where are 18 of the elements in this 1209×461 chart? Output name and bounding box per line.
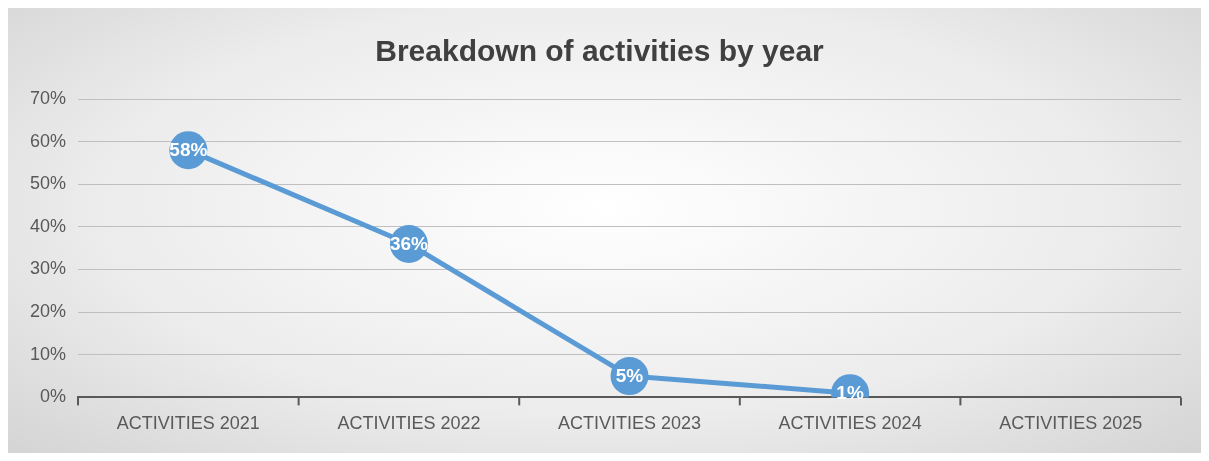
y-tick-label: 40%	[30, 215, 67, 236]
y-tick-label: 10%	[30, 343, 67, 364]
y-tick-label: 70%	[30, 87, 67, 108]
x-tick-label: ACTIVITIES 2022	[337, 413, 481, 434]
y-tick-label: 60%	[30, 130, 67, 151]
chart-title: Breakdown of activities by year	[375, 34, 825, 68]
x-tick-label: ACTIVITIES 2024	[778, 413, 922, 434]
x-tick-label: ACTIVITIES 2021	[116, 413, 260, 434]
data-label: 5%	[615, 365, 644, 387]
x-tick-label: ACTIVITIES 2023	[557, 413, 702, 434]
y-tick-label: 20%	[30, 301, 67, 322]
data-label: 36%	[389, 233, 429, 255]
y-tick-label: 0%	[40, 386, 67, 407]
y-tick-label: 30%	[30, 258, 67, 279]
y-tick-label: 50%	[30, 173, 67, 194]
data-label: 58%	[169, 139, 208, 161]
data-label: 1%	[836, 382, 864, 404]
x-tick-label: ACTIVITIES 2025	[999, 413, 1143, 434]
